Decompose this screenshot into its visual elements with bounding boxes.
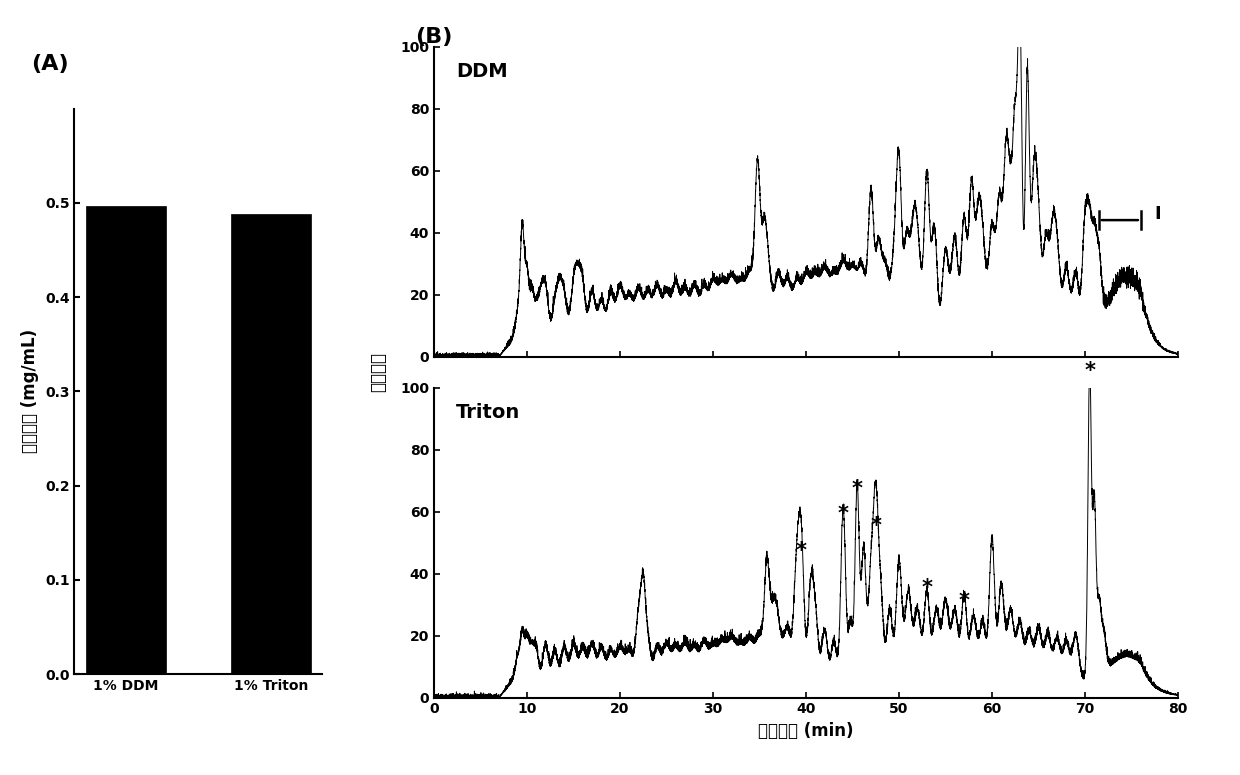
Y-axis label: 蛋白浓度 (mg/mL): 蛋白浓度 (mg/mL) [21,329,40,453]
Text: *: * [838,504,848,524]
Text: DDM: DDM [456,62,508,81]
Text: *: * [796,541,807,561]
Text: 相对强度: 相对强度 [370,352,387,392]
Bar [231,214,311,674]
Text: (B): (B) [415,27,453,47]
Text: *: * [852,479,863,499]
Text: I: I [1154,205,1162,223]
Text: *: * [1084,361,1095,381]
Text: *: * [921,578,932,598]
Text: Triton: Triton [456,403,521,422]
Bar [86,205,166,674]
X-axis label: 保留时间 (min): 保留时间 (min) [758,722,854,740]
Text: (A): (A) [31,54,68,74]
Text: *: * [959,591,970,611]
Text: *: * [870,516,882,536]
